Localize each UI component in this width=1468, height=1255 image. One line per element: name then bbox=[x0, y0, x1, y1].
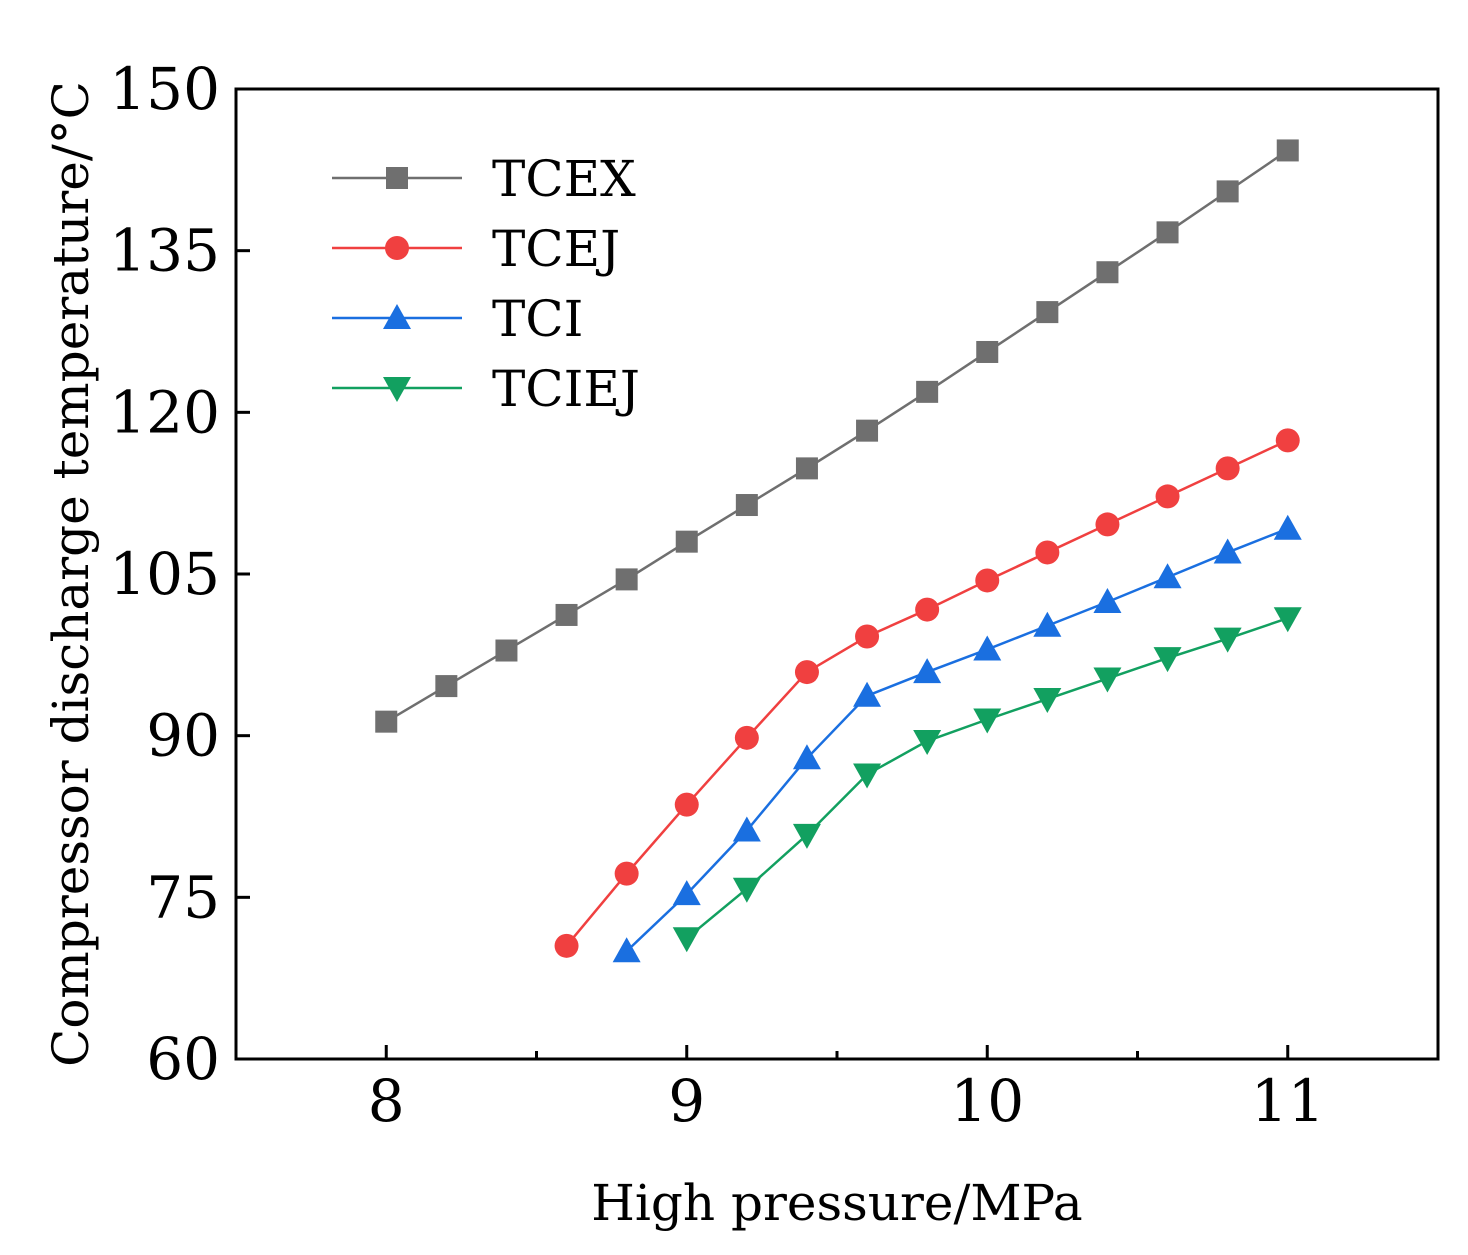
data-point-tcej bbox=[794, 660, 819, 685]
data-point-tcex bbox=[1036, 301, 1059, 324]
data-point-tciej bbox=[1153, 647, 1182, 673]
legend-item-tci: TCI bbox=[332, 290, 583, 348]
data-point-tcex bbox=[916, 380, 939, 403]
data-point-tciej bbox=[792, 823, 821, 849]
data-point-tcex bbox=[856, 419, 879, 442]
ticks-layer: 8 9 10 11 60 75 90 105 120 135 150 bbox=[109, 55, 1324, 1135]
data-point-tcex bbox=[1276, 139, 1299, 162]
data-point-tci bbox=[973, 635, 1002, 661]
data-point-tcex bbox=[615, 568, 638, 591]
legend: TCEX TCEJ TCI TCIEJ bbox=[332, 150, 640, 418]
data-point-tcej bbox=[1035, 540, 1060, 565]
data-point-tcex bbox=[435, 675, 458, 698]
series-line-tcej bbox=[565, 439, 1289, 947]
data-point-tci bbox=[612, 937, 641, 963]
data-point-tcex bbox=[1096, 261, 1119, 284]
data-point-tcej bbox=[734, 725, 759, 750]
data-point-tcex bbox=[375, 710, 398, 733]
data-point-tci bbox=[1093, 588, 1122, 614]
x-axis-title: High pressure/MPa bbox=[591, 1174, 1082, 1232]
legend-marker bbox=[383, 304, 411, 329]
data-point-tcej bbox=[614, 861, 639, 886]
data-point-tciej bbox=[672, 927, 701, 953]
data-point-tciej bbox=[913, 730, 942, 756]
data-point-tcex bbox=[675, 530, 698, 553]
series-line-tciej bbox=[685, 617, 1289, 940]
legend-item-tciej: TCIEJ bbox=[332, 360, 640, 418]
series-tci bbox=[612, 514, 1302, 963]
data-point-tci bbox=[913, 658, 942, 684]
data-point-tcex bbox=[795, 457, 818, 480]
series-layer bbox=[375, 139, 1302, 963]
data-point-tci bbox=[1033, 611, 1062, 637]
data-point-tciej bbox=[1033, 688, 1062, 714]
data-point-tcej bbox=[1155, 484, 1180, 509]
y-tick-label: 75 bbox=[146, 863, 220, 931]
legend-label: TCEJ bbox=[492, 220, 620, 278]
data-point-tcej bbox=[674, 792, 699, 817]
data-point-tcej bbox=[855, 624, 880, 649]
legend-marker bbox=[386, 167, 408, 189]
legend-marker bbox=[385, 236, 409, 260]
y-tick-label: 60 bbox=[146, 1025, 220, 1093]
data-point-tci bbox=[1153, 563, 1182, 589]
data-point-tcej bbox=[1215, 456, 1240, 481]
data-point-tcej bbox=[915, 597, 940, 622]
plot-frame bbox=[234, 87, 1440, 1061]
x-tick-label: 9 bbox=[668, 1067, 705, 1135]
data-point-tcej bbox=[1275, 428, 1300, 453]
legend-item-tcex: TCEX bbox=[332, 150, 636, 208]
x-tick-label: 8 bbox=[368, 1067, 405, 1135]
data-point-tci bbox=[792, 744, 821, 770]
data-point-tci bbox=[1213, 538, 1242, 564]
series-tciej bbox=[672, 607, 1302, 953]
y-tick-label: 120 bbox=[109, 378, 220, 446]
data-point-tciej bbox=[732, 877, 761, 903]
data-point-tcej bbox=[1095, 512, 1120, 537]
x-tick-label: 11 bbox=[1251, 1067, 1325, 1135]
data-point-tciej bbox=[973, 708, 1002, 734]
legend-marker bbox=[383, 377, 411, 402]
y-tick-label: 105 bbox=[109, 540, 220, 608]
y-axis-title: Compressor discharge temperature/°C bbox=[42, 81, 100, 1067]
data-point-tcex bbox=[1216, 180, 1239, 203]
data-point-tcex bbox=[735, 494, 758, 517]
data-point-tci bbox=[672, 880, 701, 906]
legend-item-tcej: TCEJ bbox=[332, 220, 620, 278]
series-line-tcex bbox=[385, 149, 1289, 723]
series-tcex bbox=[375, 139, 1299, 733]
y-tick-label: 90 bbox=[146, 702, 220, 770]
data-point-tciej bbox=[1213, 627, 1242, 653]
data-point-tcej bbox=[975, 568, 1000, 593]
series-tcej bbox=[554, 428, 1300, 958]
y-tick-label: 135 bbox=[109, 217, 220, 285]
data-point-tciej bbox=[853, 763, 882, 789]
data-point-tcex bbox=[976, 340, 999, 363]
data-point-tci bbox=[853, 681, 882, 707]
data-point-tciej bbox=[1093, 667, 1122, 693]
data-point-tcex bbox=[495, 639, 518, 662]
data-point-tci bbox=[1273, 514, 1302, 540]
legend-label: TCIEJ bbox=[492, 360, 640, 418]
series-line-tci bbox=[625, 527, 1289, 953]
x-tick-label: 10 bbox=[950, 1067, 1024, 1135]
data-point-tcej bbox=[554, 933, 579, 958]
data-point-tcex bbox=[1156, 221, 1179, 244]
data-point-tciej bbox=[1273, 607, 1302, 633]
legend-label: TCEX bbox=[492, 150, 636, 208]
data-point-tci bbox=[732, 816, 761, 842]
legend-label: TCI bbox=[492, 290, 583, 348]
y-tick-label: 150 bbox=[109, 55, 220, 123]
data-point-tcex bbox=[555, 603, 578, 626]
